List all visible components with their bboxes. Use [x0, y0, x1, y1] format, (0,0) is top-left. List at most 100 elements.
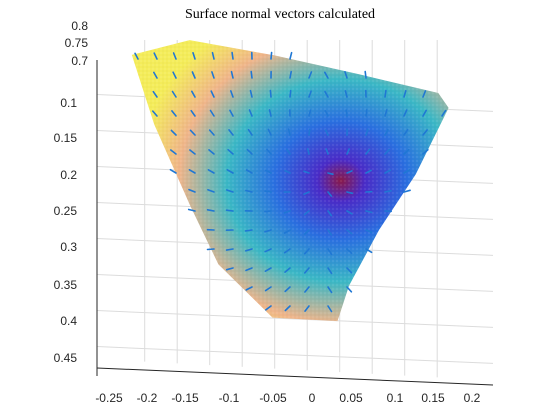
normal-vector	[403, 90, 407, 98]
normal-vector	[308, 90, 312, 98]
normal-vector	[270, 51, 273, 60]
normal-vector	[211, 51, 215, 60]
normal-vector	[327, 305, 333, 313]
normal-vector	[289, 89, 292, 98]
normal-vector	[264, 169, 272, 174]
normal-vector	[264, 267, 272, 273]
normal-vector	[264, 229, 272, 233]
normal-vector	[152, 110, 158, 117]
normal-vector	[230, 90, 234, 98]
normal-vector	[208, 129, 215, 136]
normal-vector	[365, 109, 368, 117]
normal-vector	[245, 248, 253, 252]
normal-vector	[303, 229, 310, 235]
y-tick-label: 0.25	[54, 204, 78, 218]
normal-vector	[344, 71, 348, 79]
normal-vector	[268, 109, 272, 117]
normal-vector	[306, 148, 310, 155]
normal-vector	[170, 129, 177, 136]
normal-vector	[206, 209, 215, 212]
normal-vector	[403, 109, 408, 117]
z-tick-label: 0.7	[71, 54, 88, 68]
normal-vector	[188, 188, 196, 193]
normal-vector	[192, 51, 196, 60]
normal-vector	[327, 286, 333, 294]
normal-vector	[231, 51, 234, 60]
normal-vector	[211, 71, 215, 79]
normal-vector	[170, 149, 177, 155]
normal-vector	[266, 148, 272, 155]
normal-vectors	[134, 51, 447, 313]
normal-vector	[189, 149, 196, 155]
normal-vector	[283, 248, 291, 254]
normal-vector	[172, 52, 177, 60]
normal-vector	[422, 129, 428, 136]
normal-vector	[245, 189, 253, 193]
normal-vector	[346, 191, 354, 195]
y-tick-label: 0.2	[60, 168, 77, 182]
y-tick-label: 0.4	[60, 314, 77, 328]
normal-vector	[327, 248, 333, 256]
normal-vector	[284, 169, 291, 174]
x-tick-label: -0.2	[137, 391, 158, 405]
normal-vector	[210, 90, 215, 98]
normal-vector	[346, 229, 353, 235]
z-tick-label: 0.8	[71, 19, 88, 33]
normal-vector	[245, 267, 253, 272]
x-tick-label: 0	[309, 391, 316, 405]
normal-vector	[364, 70, 367, 79]
normal-vector	[245, 286, 253, 291]
normal-vector	[152, 90, 158, 98]
normal-vector	[308, 128, 311, 136]
normal-vector	[134, 52, 139, 60]
y-tick-label: 0.35	[54, 278, 78, 292]
normal-vector	[441, 109, 447, 117]
normal-vector	[153, 71, 158, 79]
normal-vector	[327, 172, 334, 176]
x-tick-label: -0.15	[171, 391, 199, 405]
normal-vector	[248, 109, 253, 117]
normal-vector	[289, 70, 293, 79]
normal-vector	[189, 129, 196, 136]
normal-vector	[246, 148, 253, 155]
normal-vector	[403, 148, 410, 155]
normal-vector	[206, 248, 215, 251]
normal-vector	[422, 109, 428, 117]
normal-vector	[346, 267, 353, 274]
normal-vector	[191, 90, 196, 98]
x-tick-label: -0.05	[259, 391, 287, 405]
normal-vector	[384, 109, 388, 117]
normal-vector	[327, 210, 333, 217]
normal-vector	[225, 248, 234, 251]
normal-vector	[308, 71, 313, 79]
normal-vector	[327, 191, 333, 197]
normal-vector	[171, 90, 177, 98]
normal-vector	[365, 169, 372, 174]
normal-vector	[346, 286, 353, 293]
axes	[96, 60, 494, 386]
normal-vector	[346, 148, 351, 155]
normal-vector	[384, 148, 391, 155]
normal-vector	[365, 248, 373, 254]
chart-title: Surface normal vectors calculated	[185, 7, 375, 22]
y-tick-label: 0.3	[60, 240, 77, 254]
normal-vector	[264, 190, 272, 193]
normal-vector	[422, 90, 427, 98]
normal-vector	[226, 169, 234, 174]
normal-vector	[191, 71, 196, 79]
normal-vector	[264, 248, 272, 253]
x-tick-label: 0.1	[387, 391, 404, 405]
normal-vector	[344, 90, 348, 98]
normal-vector	[207, 169, 215, 174]
normal-vector	[227, 148, 234, 155]
normal-vector	[264, 286, 272, 292]
normal-vector	[264, 210, 272, 213]
normal-vector	[303, 191, 310, 195]
normal-vector	[365, 229, 373, 234]
normal-vector	[230, 70, 234, 79]
normal-vector	[228, 129, 234, 136]
normal-vector	[324, 90, 329, 98]
normal-vector	[324, 129, 329, 136]
normal-vector	[303, 170, 310, 174]
normal-vector	[284, 267, 291, 273]
